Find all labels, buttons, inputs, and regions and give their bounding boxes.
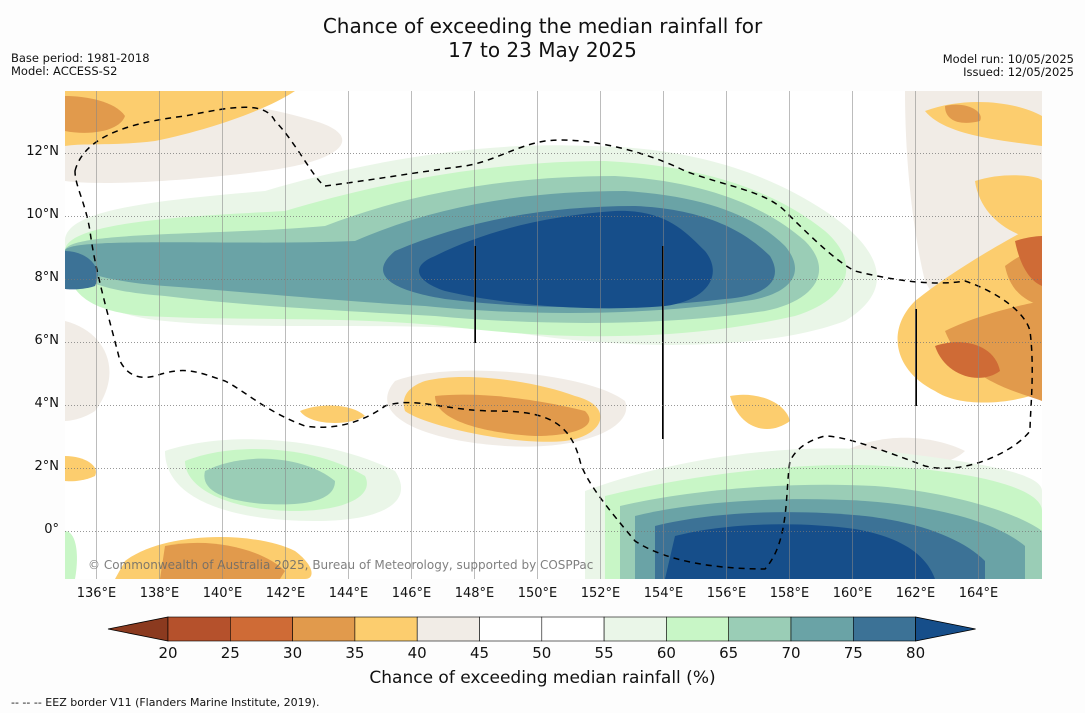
y-tick-label: 8°N <box>34 270 60 286</box>
region-35-nw <box>65 91 295 146</box>
colorbar-segment <box>728 616 792 642</box>
region-25-east <box>935 342 1000 378</box>
x-tick-label: 152°E <box>580 586 621 601</box>
colorbar <box>107 616 976 642</box>
colorbar-title: Chance of exceeding median rainfall (%) <box>369 668 716 688</box>
x-tick-label: 150°E <box>517 586 558 601</box>
colorbar-extend-high <box>915 616 976 642</box>
x-tick-label: 148°E <box>454 586 495 601</box>
region-30-ne <box>945 104 981 123</box>
x-tick-label: 162°E <box>895 586 936 601</box>
y-tick-label: 2°N <box>34 459 60 475</box>
x-tick-label: 164°E <box>958 586 999 601</box>
colorbar-segment <box>230 616 293 642</box>
model-info: Base period: 1981-2018 Model: ACCESS-S2 <box>11 52 150 78</box>
colorbar-segment <box>292 616 356 642</box>
copyright-text: © Commonwealth of Australia 2025, Bureau… <box>88 558 594 572</box>
colorbar-tick-label: 35 <box>345 644 365 662</box>
colorbar-tick-label: 60 <box>656 644 676 662</box>
title-line-1: Chance of exceeding the median rainfall … <box>322 14 763 38</box>
region-80-se <box>665 524 935 579</box>
region-60-sw <box>65 531 77 579</box>
graticule <box>65 153 1042 532</box>
region-80-north <box>418 210 713 309</box>
colorbar-tick-label: 40 <box>407 644 427 662</box>
region-35-east-b <box>975 175 1042 241</box>
x-tick-label: 142°E <box>265 586 306 601</box>
colorbar-segment <box>541 616 605 642</box>
colorbar-tick-label: 55 <box>594 644 614 662</box>
y-tick-label: 10°N <box>26 207 59 223</box>
colorbar-tick-label: 25 <box>220 644 240 662</box>
region-65-south <box>204 458 335 505</box>
x-tick-label: 138°E <box>139 586 180 601</box>
colorbar-segment <box>167 616 231 642</box>
region-30-nw <box>65 96 125 133</box>
x-tick-label: 140°E <box>202 586 243 601</box>
y-tick-label: 6°N <box>34 333 60 349</box>
region-45-band-west <box>65 321 110 421</box>
model-name: Model: ACCESS-S2 <box>11 64 118 78</box>
colorbar-tick-label: 30 <box>283 644 303 662</box>
region-30-east <box>945 301 1042 401</box>
colorbar-tick-label: 80 <box>906 644 926 662</box>
colorbar-tick-label: 20 <box>158 644 178 662</box>
colorbar-segment <box>603 616 667 642</box>
colorbar-segment <box>790 616 854 642</box>
x-tick-label: 146°E <box>391 586 432 601</box>
colorbar-segment <box>416 616 480 642</box>
eez-footnote: -- -- -- EEZ border V11 (Flanders Marine… <box>11 696 320 709</box>
colorbar-extend-low <box>107 616 169 642</box>
colorbar-segment <box>666 616 730 642</box>
x-tick-label: 136°E <box>76 586 117 601</box>
y-tick-label: 12°N <box>26 144 59 160</box>
meridians <box>96 91 979 579</box>
colorbar-tick-label: 65 <box>719 644 739 662</box>
x-tick-label: 154°E <box>643 586 684 601</box>
colorbar-tick-label: 45 <box>469 644 490 662</box>
x-tick-label: 160°E <box>832 586 873 601</box>
eez-border <box>74 106 1033 570</box>
region-35-east-d <box>730 394 790 429</box>
colorbar-tick-label: 75 <box>843 644 863 662</box>
x-tick-label: 156°E <box>706 586 747 601</box>
region-25-ne <box>1015 236 1042 286</box>
colorbar-segment <box>354 616 418 642</box>
colorbar-segment <box>852 616 916 642</box>
map-title: Chance of exceeding the median rainfall … <box>0 14 1085 62</box>
map-canvas <box>65 91 1042 579</box>
colorbar-segment <box>479 616 543 642</box>
issued-date: Issued: 12/05/2025 <box>963 65 1074 79</box>
title-line-2: 17 to 23 May 2025 <box>448 38 637 62</box>
colorbar-tick-label: 70 <box>781 644 801 662</box>
x-tick-label: 144°E <box>328 586 369 601</box>
colorbar-tick-label: 50 <box>532 644 552 662</box>
base-period: Base period: 1981-2018 <box>11 51 150 65</box>
y-tick-label: 0° <box>44 522 59 538</box>
model-run-date: Model run: 10/05/2025 <box>942 52 1074 66</box>
y-tick-label: 4°N <box>34 396 60 412</box>
run-info: Model run: 10/05/2025 Issued: 12/05/2025 <box>943 53 1074 79</box>
rainfall-map[interactable] <box>65 91 1042 579</box>
x-tick-label: 158°E <box>769 586 810 601</box>
